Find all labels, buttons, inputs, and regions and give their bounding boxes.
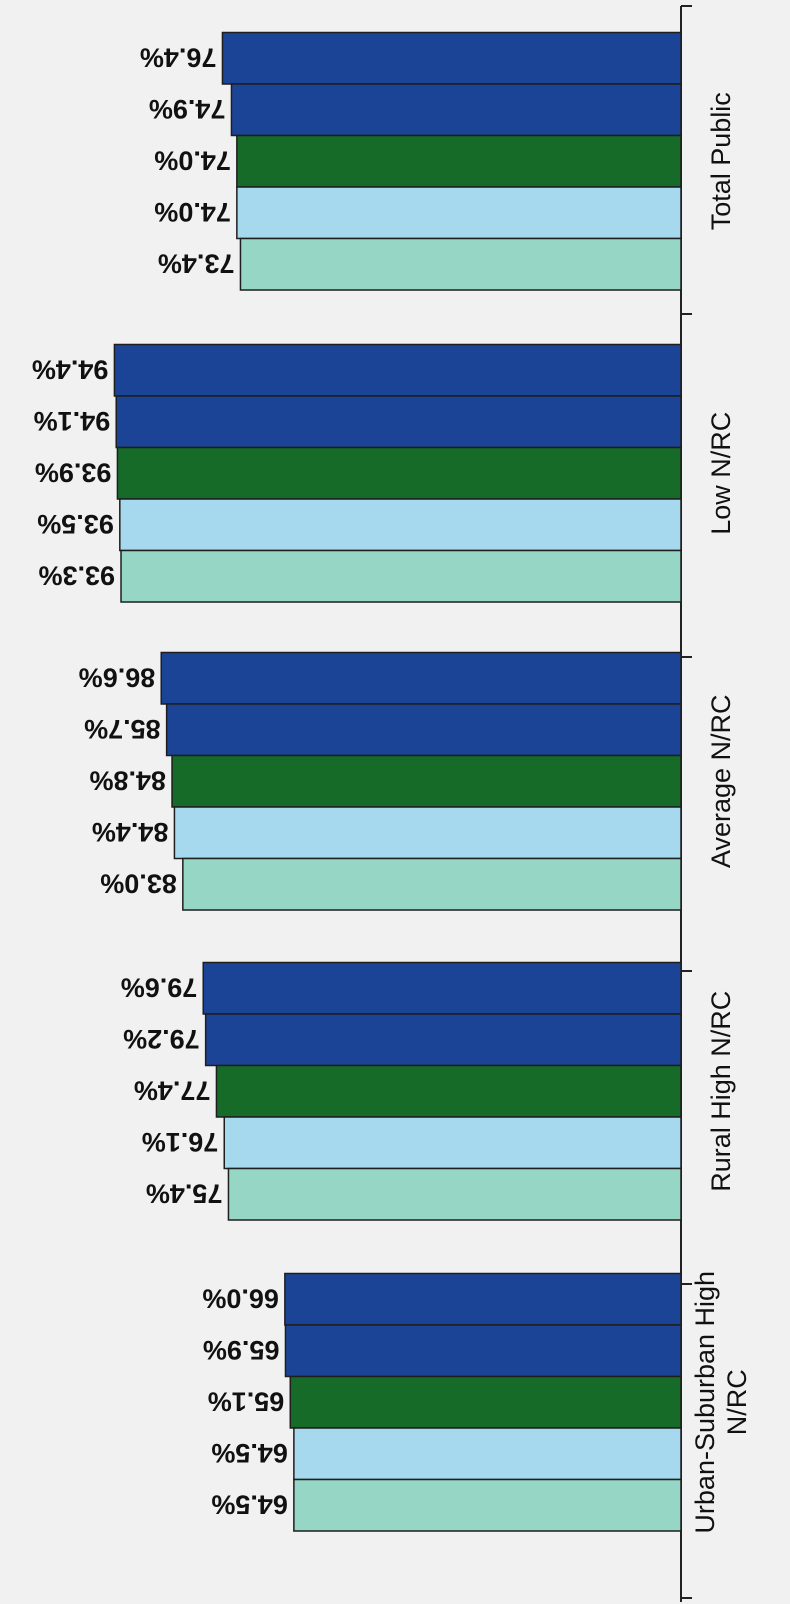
bar-urban-suburban-high-n-rc-4 xyxy=(293,1427,682,1481)
bar-low-n-rc-3 xyxy=(116,446,682,500)
bar-average-n-rc-2 xyxy=(165,703,682,757)
bar-urban-suburban-high-n-rc-2 xyxy=(284,1324,682,1378)
data-label: 74.0% xyxy=(154,145,231,175)
bar-average-n-rc-1 xyxy=(160,651,682,705)
bar-rural-high-n-rc-3 xyxy=(215,1064,682,1118)
bar-low-n-rc-5 xyxy=(120,549,682,603)
category-label-text: Average N/RC xyxy=(706,694,736,868)
data-label: 94.1% xyxy=(34,406,111,436)
data-label: 93.9% xyxy=(35,457,112,487)
bar-low-n-rc-2 xyxy=(115,395,682,449)
category-label-text: Low N/RC xyxy=(706,412,736,535)
bar-urban-suburban-high-n-rc-5 xyxy=(293,1478,682,1532)
data-label: 65.9% xyxy=(203,1335,280,1365)
data-label: 66.0% xyxy=(202,1283,279,1313)
data-label: 74.0% xyxy=(154,197,231,227)
bar-rural-high-n-rc-4 xyxy=(223,1116,682,1170)
data-label: 79.2% xyxy=(123,1024,200,1054)
data-label: 94.4% xyxy=(32,354,109,384)
data-label: 85.7% xyxy=(84,714,161,744)
bar-urban-suburban-high-n-rc-1 xyxy=(284,1272,682,1326)
data-label: 84.8% xyxy=(89,765,166,795)
labels: 76.4% 74.9% 74.0% 74.0% 73.4% Total Public 94.… xyxy=(32,42,752,1533)
data-label: 65.1% xyxy=(208,1386,285,1416)
bar-low-n-rc-1 xyxy=(113,343,682,397)
data-label: 76.4% xyxy=(140,42,217,72)
bar-total-public-5 xyxy=(239,237,682,291)
category-label-urban-suburban-high-n-rc: Urban-Suburban High N/RC xyxy=(690,1271,752,1534)
data-label: 93.5% xyxy=(37,509,114,539)
rotated-plot: 76.4% 74.9% 74.0% 74.0% 73.4% Total Public 94.… xyxy=(32,5,752,1602)
bar-total-public-2 xyxy=(230,83,682,137)
bar-rural-high-n-rc-2 xyxy=(204,1013,682,1067)
bar-total-public-4 xyxy=(236,186,682,240)
category-label-text: Urban-Suburban High xyxy=(690,1271,720,1534)
data-label: 93.3% xyxy=(38,560,115,590)
data-label: 84.4% xyxy=(92,817,169,847)
data-label: 75.4% xyxy=(146,1178,223,1208)
data-label: 79.6% xyxy=(121,972,198,1002)
bar-average-n-rc-4 xyxy=(173,806,682,860)
category-label-total-public: Total Public xyxy=(706,92,736,230)
category-label-text: Rural High N/RC xyxy=(706,991,736,1192)
bar-total-public-1 xyxy=(221,31,682,85)
data-label: 86.6% xyxy=(79,662,156,692)
bar-low-n-rc-4 xyxy=(119,498,682,552)
data-label: 64.5% xyxy=(211,1438,288,1468)
data-label: 74.9% xyxy=(149,94,226,124)
bar-rural-high-n-rc-5 xyxy=(227,1167,682,1221)
category-label-average-n-rc: Average N/RC xyxy=(706,694,736,868)
bar-average-n-rc-5 xyxy=(182,857,682,911)
bar-urban-suburban-high-n-rc-3 xyxy=(289,1375,682,1429)
bars xyxy=(113,31,682,1532)
category-label-rural-high-n-rc: Rural High N/RC xyxy=(706,991,736,1192)
data-label: 64.5% xyxy=(211,1489,288,1519)
data-label: 77.4% xyxy=(134,1075,211,1105)
bar-rural-high-n-rc-1 xyxy=(202,961,682,1015)
category-label-low-n-rc: Low N/RC xyxy=(706,412,736,535)
category-label-text: N/RC xyxy=(722,1369,752,1435)
data-label: 73.4% xyxy=(158,248,235,278)
category-label-text: Total Public xyxy=(706,92,736,230)
bar-average-n-rc-3 xyxy=(171,754,682,808)
bar-total-public-3 xyxy=(236,134,682,188)
data-label: 76.1% xyxy=(142,1127,219,1157)
data-label: 83.0% xyxy=(100,868,177,898)
